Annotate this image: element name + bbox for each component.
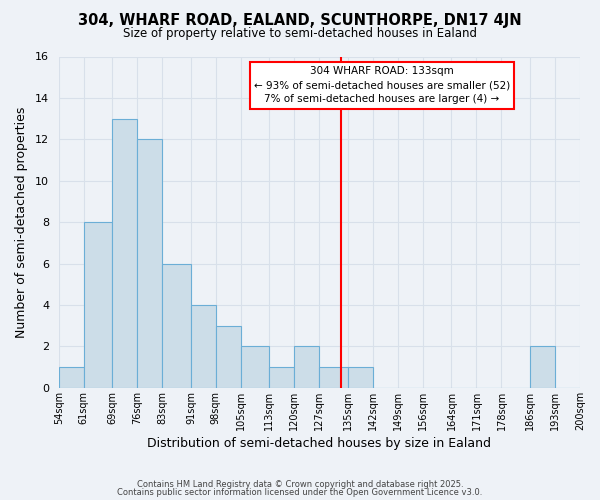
X-axis label: Distribution of semi-detached houses by size in Ealand: Distribution of semi-detached houses by … xyxy=(148,437,491,450)
Bar xyxy=(112,118,137,388)
Text: 304 WHARF ROAD: 133sqm
← 93% of semi-detached houses are smaller (52)
7% of semi: 304 WHARF ROAD: 133sqm ← 93% of semi-det… xyxy=(254,66,510,104)
Bar xyxy=(163,264,191,388)
Bar xyxy=(269,367,295,388)
Bar xyxy=(530,346,555,388)
Bar xyxy=(241,346,269,388)
Text: Contains HM Land Registry data © Crown copyright and database right 2025.: Contains HM Land Registry data © Crown c… xyxy=(137,480,463,489)
Bar xyxy=(59,367,84,388)
Bar xyxy=(348,367,373,388)
Bar xyxy=(295,346,319,388)
Bar xyxy=(191,305,216,388)
Bar xyxy=(137,140,163,388)
Bar xyxy=(319,367,348,388)
Bar xyxy=(216,326,241,388)
Y-axis label: Number of semi-detached properties: Number of semi-detached properties xyxy=(15,106,28,338)
Text: Size of property relative to semi-detached houses in Ealand: Size of property relative to semi-detach… xyxy=(123,28,477,40)
Text: Contains public sector information licensed under the Open Government Licence v3: Contains public sector information licen… xyxy=(118,488,482,497)
Bar xyxy=(84,222,112,388)
Text: 304, WHARF ROAD, EALAND, SCUNTHORPE, DN17 4JN: 304, WHARF ROAD, EALAND, SCUNTHORPE, DN1… xyxy=(78,12,522,28)
